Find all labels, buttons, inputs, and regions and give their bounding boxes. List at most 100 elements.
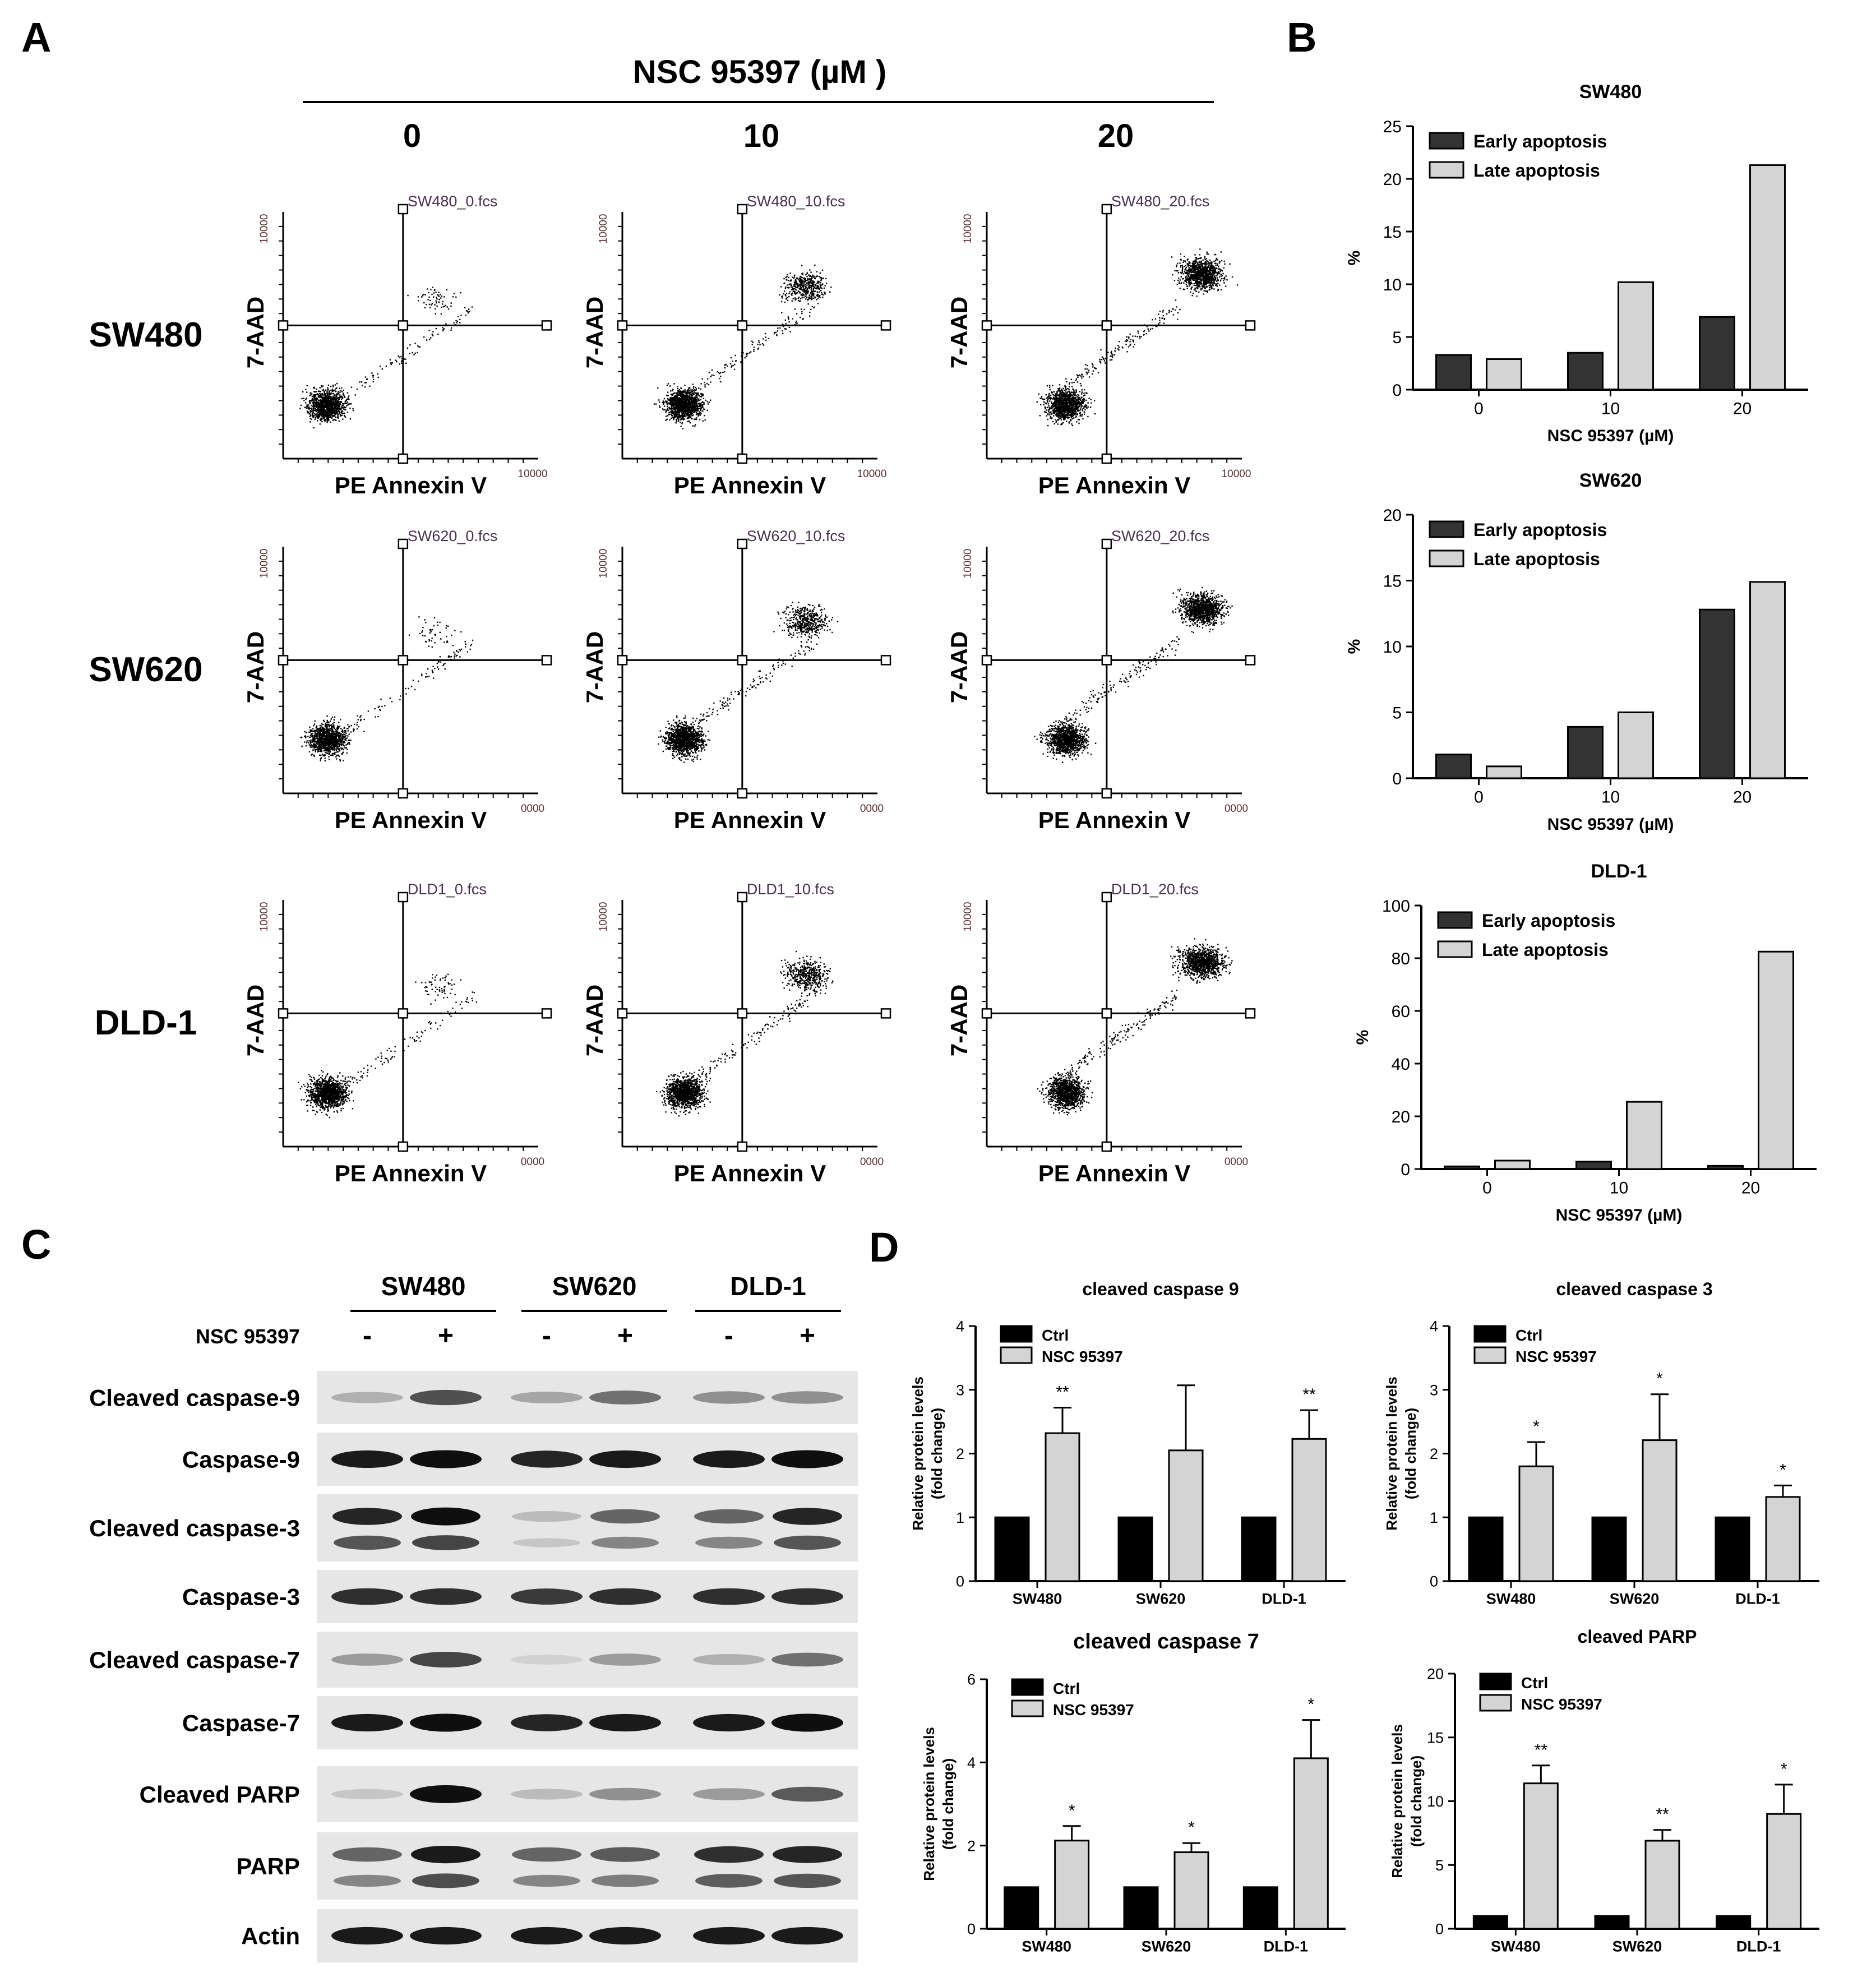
gate-handle[interactable] (617, 655, 628, 666)
gate-handle[interactable] (278, 1008, 289, 1019)
gate-handle[interactable] (737, 204, 748, 215)
legend-label: Ctrl (1521, 1674, 1548, 1692)
y-tick-label: 4 (1430, 1318, 1438, 1335)
x-axis-max-label: 0000 (1225, 1156, 1248, 1168)
gate-handle[interactable] (981, 320, 992, 331)
y-tick-label: 0 (1392, 770, 1402, 788)
protein-band (512, 1511, 581, 1522)
y-axis-max-label: 10000 (598, 214, 609, 244)
gate-handle[interactable] (1101, 320, 1112, 331)
protein-band (511, 1588, 583, 1605)
y-tick-label: 25 (1383, 118, 1402, 136)
gate-handle[interactable] (541, 1008, 552, 1019)
protein-band (511, 1655, 583, 1665)
gate-handle[interactable] (1101, 204, 1112, 215)
y-axis-label-line2: (fold change) (1408, 1756, 1425, 1847)
y-axis-label: Relative protein levels (1389, 1724, 1406, 1878)
gate-handle[interactable] (737, 320, 748, 331)
treatment-sign: - (363, 1321, 372, 1351)
y-axis-label: 7-AAD (581, 985, 608, 1056)
protein-band (693, 1713, 765, 1732)
protein-band (771, 1450, 843, 1468)
gate-handle[interactable] (398, 538, 409, 549)
gate-handle[interactable] (398, 320, 409, 331)
bar-chart: cleaved caspase 7 0 2 4 6 SW480 * SW620 * DLD-1 * C… (921, 1630, 1346, 1955)
bar (1716, 1915, 1752, 1930)
legend-swatch (1429, 132, 1464, 150)
fcs-file-label: SW620_0.fcs (408, 528, 498, 544)
gate-handle[interactable] (737, 1141, 748, 1152)
protein-band (331, 1713, 403, 1732)
treatment-sign: + (438, 1321, 454, 1351)
gate-handle[interactable] (1101, 1141, 1112, 1152)
significance-marker: * (1069, 1801, 1075, 1820)
gate-handle[interactable] (278, 320, 289, 331)
gate-handle[interactable] (1245, 1008, 1256, 1019)
protein-band-lower (774, 1535, 841, 1550)
gate-handle[interactable] (1101, 655, 1112, 666)
bar (1486, 765, 1522, 779)
y-axis-label: 7-AAD (581, 631, 608, 703)
x-axis-max-label: 10000 (518, 468, 548, 480)
gate-handle[interactable] (880, 1008, 891, 1019)
gate-handle[interactable] (1101, 891, 1112, 903)
y-tick-label: 0 (1392, 381, 1402, 400)
gate-handle[interactable] (737, 538, 748, 549)
gate-handle[interactable] (278, 655, 289, 666)
gate-handle[interactable] (737, 1008, 748, 1019)
gate-handle[interactable] (880, 655, 891, 666)
event-dots (658, 602, 839, 763)
gate-handle[interactable] (1101, 788, 1112, 799)
gate-handle[interactable] (617, 320, 628, 331)
bar-chart: cleaved caspase 3 0 1 2 3 4 SW480 * SW620 * DLD-1 *… (1383, 1279, 1819, 1607)
band-label: Caspase-7 (182, 1710, 300, 1736)
gate-handle[interactable] (1245, 320, 1256, 331)
y-tick-label: 5 (1435, 1857, 1444, 1874)
panel-b-apoptosis-charts: SW480 0 5 10 15 20 25 0 10 20 Early apoptosis Late … (1345, 81, 1817, 1225)
gate-handle[interactable] (1101, 1008, 1112, 1019)
gate-handle[interactable] (981, 655, 992, 666)
gate-handle[interactable] (1101, 538, 1112, 549)
bar (1494, 1159, 1531, 1170)
gate-handle[interactable] (398, 1141, 409, 1152)
gate-handle[interactable] (541, 320, 552, 331)
protein-band (589, 1787, 661, 1801)
y-tick-label: 2 (956, 1445, 964, 1462)
y-tick-label: 20 (1427, 1666, 1444, 1683)
x-axis-label: PE Annexin V (335, 1160, 487, 1186)
gate-handle[interactable] (541, 655, 552, 666)
gate-handle[interactable] (398, 204, 409, 215)
blot-strip: Cleaved PARP (140, 1766, 858, 1822)
band-label: Cleaved caspase-7 (89, 1647, 300, 1673)
bar (1758, 950, 1794, 1170)
bar (1242, 1886, 1278, 1930)
protein-band-lower (592, 1874, 659, 1887)
gate-handle[interactable] (398, 788, 409, 799)
protein-band (410, 1652, 482, 1667)
gate-handle[interactable] (737, 788, 748, 799)
y-axis-label: 7-AAD (946, 985, 972, 1056)
x-axis-max-label: 0000 (521, 803, 544, 815)
y-axis-label: % (1345, 251, 1364, 266)
gate-handle[interactable] (617, 1008, 628, 1019)
gate-handle[interactable] (1101, 453, 1112, 464)
gate-handle[interactable] (398, 1008, 409, 1019)
gate-handle[interactable] (398, 891, 409, 903)
treatment-sign: - (542, 1321, 551, 1351)
gate-handle[interactable] (880, 320, 891, 331)
x-tick-label: 0 (1474, 400, 1484, 418)
gate-handle[interactable] (398, 655, 409, 666)
chart-title: cleaved caspase 9 (1082, 1279, 1239, 1299)
fcs-file-label: SW620_20.fcs (1111, 528, 1210, 544)
gate-handle[interactable] (398, 453, 409, 464)
gate-handle[interactable] (1245, 655, 1256, 666)
protein-band (511, 1927, 583, 1945)
significance-marker: * (1781, 1760, 1787, 1778)
gate-handle[interactable] (737, 655, 748, 666)
legend-label: Late apoptosis (1473, 549, 1600, 569)
gate-handle[interactable] (981, 1008, 992, 1019)
blot-strip: Cleaved caspase-3 (89, 1494, 858, 1562)
gate-handle[interactable] (737, 453, 748, 464)
protein-band (693, 1588, 765, 1605)
gate-handle[interactable] (737, 891, 748, 903)
